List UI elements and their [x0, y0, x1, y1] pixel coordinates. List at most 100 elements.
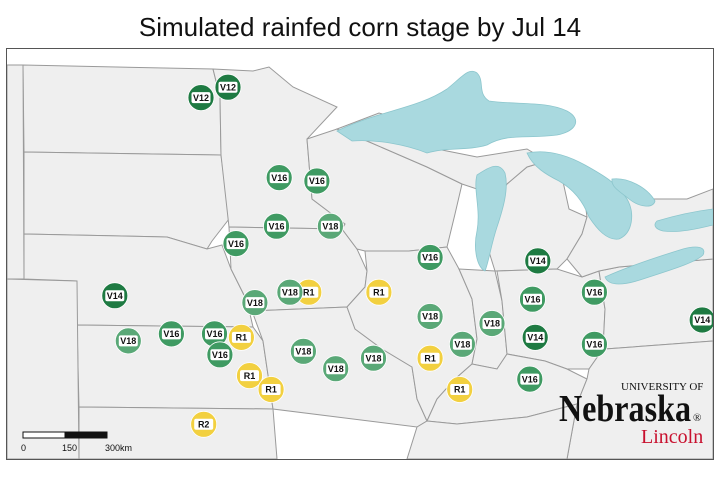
- stage-marker-label: V16: [271, 173, 287, 183]
- stage-marker-badge: [450, 384, 470, 395]
- stage-marker: V14: [521, 323, 549, 351]
- scale-bar-segment-white: [22, 431, 66, 439]
- stage-marker: V16: [206, 341, 234, 369]
- stage-marker-label: V16: [228, 239, 244, 249]
- map-title: Simulated rainfed corn stage by Jul 14: [138, 12, 582, 42]
- logo-nebraska: Nebraska: [559, 388, 691, 430]
- stage-marker-label: R2: [198, 420, 210, 430]
- stage-marker: V16: [201, 320, 228, 348]
- stage-marker-badge: [692, 314, 712, 326]
- stage-marker: V18: [316, 212, 344, 240]
- stage-marker-badge: [584, 338, 604, 350]
- stage-marker-label: V16: [586, 287, 602, 297]
- stage-marker-badge: [231, 331, 251, 343]
- scale-label-300: 300km: [105, 443, 132, 453]
- lakes-layer: [336, 70, 713, 285]
- lake-ontario: [654, 208, 713, 232]
- stage-marker-badge: [299, 286, 319, 298]
- stage-marker-label: V14: [107, 291, 123, 301]
- stage-marker-label: R1: [424, 353, 436, 363]
- stage-marker-badge: [520, 373, 540, 385]
- stage-marker: R1: [227, 323, 255, 351]
- stage-marker-label: R1: [265, 385, 277, 395]
- stage-marker: V18: [289, 337, 317, 365]
- stage-marker: V14: [524, 247, 552, 275]
- stage-marker-label: V14: [527, 333, 543, 343]
- stage-marker-badge: [420, 311, 440, 322]
- stage-marker: V16: [416, 244, 444, 271]
- stage-marker-label: V18: [422, 312, 438, 322]
- stage-marker-badge: [269, 172, 289, 184]
- stage-marker: V16: [265, 164, 293, 192]
- stage-marker-badge: [364, 352, 383, 364]
- stage-marker-badge: [326, 363, 346, 375]
- stage-marker: V16: [263, 212, 290, 240]
- stage-marker: V16: [519, 285, 546, 313]
- stage-marker-badge: [218, 81, 238, 93]
- stage-marker-label: V16: [206, 329, 222, 339]
- stage-marker: V14: [688, 306, 713, 334]
- stage-marker-badge: [420, 352, 440, 364]
- scale-bar-segment-black: [64, 431, 108, 439]
- stage-marker: R1: [416, 344, 444, 372]
- stage-marker-label: V12: [220, 82, 236, 92]
- stage-marker-label: V18: [247, 298, 263, 308]
- lake-huron: [526, 151, 633, 240]
- stage-marker-badge: [105, 290, 125, 302]
- stage-marker-badge: [261, 384, 281, 395]
- stage-marker: V18: [478, 310, 506, 337]
- stage-marker: R1: [365, 278, 393, 306]
- stage-marker: V18: [276, 278, 304, 306]
- stage-marker-badge: [523, 293, 542, 305]
- stage-marker-label: V18: [282, 287, 298, 297]
- stage-marker-label: V18: [328, 364, 344, 374]
- stage-marker-badge: [369, 286, 389, 298]
- scale-label-0: 0: [21, 443, 26, 453]
- stage-marker-badge: [226, 238, 246, 250]
- state-colorado: [7, 278, 80, 459]
- stage-marker: V18: [114, 327, 142, 355]
- stage-marker-badge: [245, 297, 265, 309]
- stage-marker: V18: [360, 344, 387, 372]
- stage-marker-badge: [205, 328, 224, 340]
- stage-marker: R1: [295, 278, 323, 306]
- logo-lincoln: Lincoln: [641, 426, 703, 448]
- stage-marker-label: V14: [530, 256, 546, 266]
- stage-marker-badge: [452, 338, 472, 350]
- stage-marker: V12: [187, 84, 215, 111]
- stage-marker-label: V16: [422, 253, 438, 263]
- stage-marker: V18: [448, 330, 476, 358]
- stage-marker-label: V18: [365, 353, 381, 363]
- logo-university-of: UNIVERSITY OF: [621, 381, 703, 393]
- stage-marker-label: V16: [586, 340, 602, 350]
- stage-marker-badge: [280, 286, 300, 298]
- scale-label-150: 150: [62, 443, 77, 453]
- stage-marker: V16: [581, 278, 608, 306]
- stage-marker: V16: [157, 320, 185, 348]
- stage-marker-label: V16: [212, 350, 228, 360]
- stage-marker-label: V16: [268, 221, 284, 231]
- stage-marker-label: V14: [694, 315, 710, 325]
- stage-marker-badge: [267, 220, 286, 232]
- logo-registered-mark: ®: [693, 412, 701, 424]
- stage-marker-label: V16: [163, 329, 179, 339]
- stage-marker-label: R1: [373, 287, 385, 297]
- stage-marker-badge: [194, 418, 214, 430]
- stage-marker-label: R1: [236, 333, 248, 343]
- stage-marker: R1: [446, 376, 474, 403]
- map-panel: V12 V12 V16 V16 V16 V18 V16 R1 R1 V16 V14 V14 V18 V18…: [6, 48, 714, 460]
- lake-michigan: [475, 165, 507, 272]
- stage-marker: V18: [322, 355, 350, 383]
- stage-marker: R1: [236, 362, 263, 390]
- stage-marker: R1: [257, 376, 285, 403]
- stage-marker-label: V18: [120, 336, 136, 346]
- stage-marker-badge: [528, 255, 548, 267]
- stage-marker-badge: [240, 370, 259, 382]
- stage-marker: V16: [516, 365, 544, 393]
- stage-marker: R2: [190, 410, 218, 438]
- georgian-bay: [611, 178, 656, 207]
- scale-bar: 0 150 300km: [21, 431, 132, 453]
- lake-superior: [336, 70, 577, 154]
- university-logo: UNIVERSITY OF Nebraska ® Lincoln: [559, 381, 703, 448]
- stage-marker: V16: [581, 330, 608, 358]
